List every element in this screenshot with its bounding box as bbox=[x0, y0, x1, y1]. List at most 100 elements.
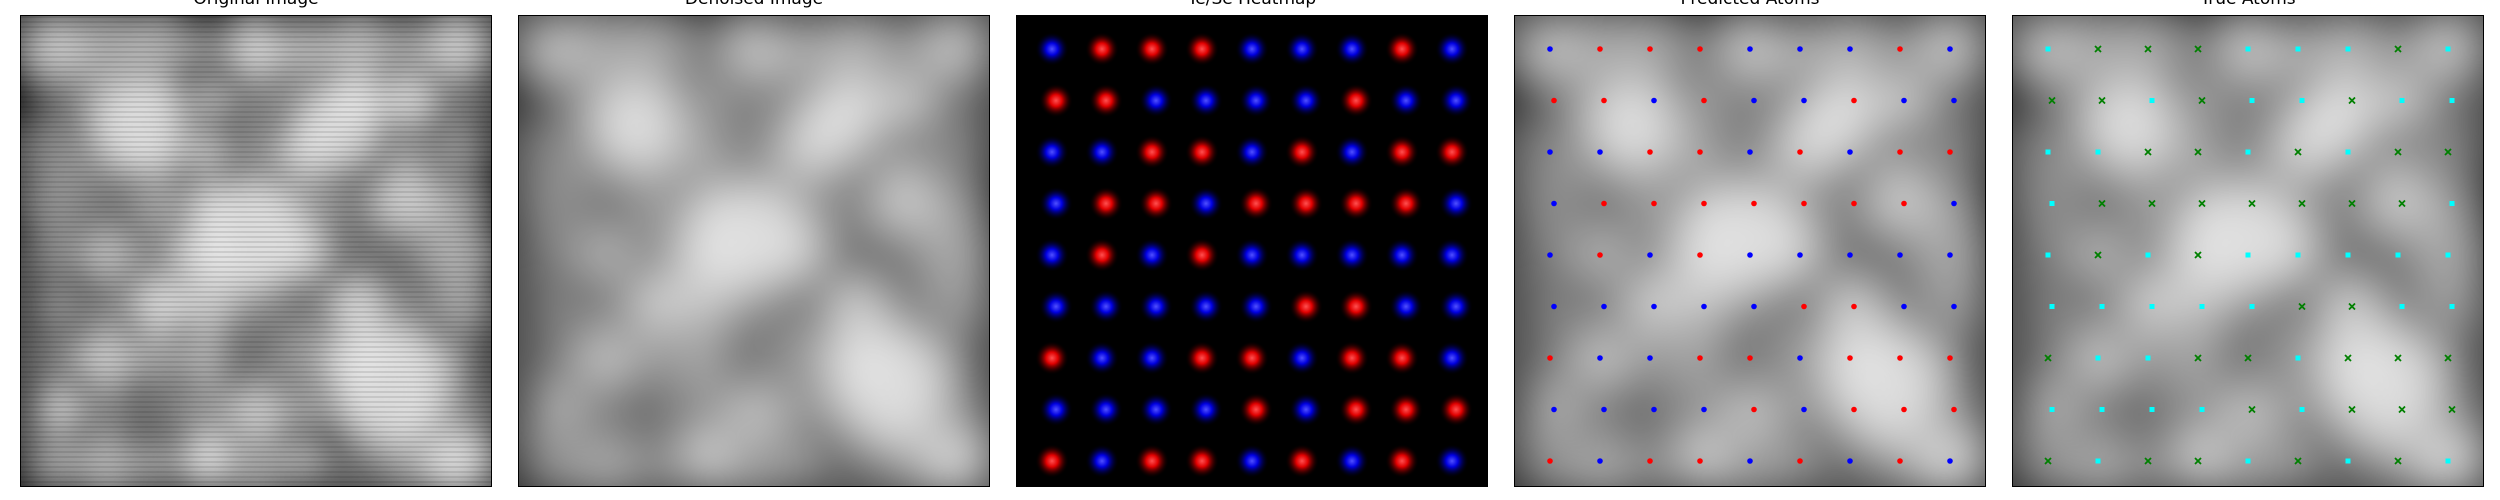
predicted-atom-se bbox=[1647, 355, 1653, 361]
heatmap-blob-te bbox=[1389, 392, 1423, 427]
true-atom-x bbox=[2394, 457, 2402, 465]
panel-title-heatmap: Te/Se Heatmap bbox=[1016, 0, 1488, 9]
true-atom-x bbox=[2194, 354, 2202, 362]
heatmap-blob-te bbox=[1185, 444, 1219, 478]
true-atom-x bbox=[2244, 354, 2252, 362]
predicted-atom-se bbox=[1551, 200, 1557, 207]
heatmap-blob-te bbox=[1385, 135, 1419, 169]
true-atom-x bbox=[2294, 148, 2302, 156]
predicted-atom-te bbox=[1697, 458, 1703, 464]
heatmap-blob-se bbox=[1089, 289, 1123, 324]
heatmap-blob-se bbox=[1235, 238, 1269, 272]
true-atom-square bbox=[2095, 355, 2101, 361]
heatmap-blob-se bbox=[1039, 392, 1073, 427]
heatmap-blob-te bbox=[1285, 135, 1319, 169]
true-atom-x bbox=[2194, 148, 2202, 156]
true-atom-x bbox=[2348, 199, 2356, 208]
true-atom-x bbox=[2194, 251, 2202, 259]
heatmap-blob-te bbox=[1339, 392, 1373, 427]
predicted-atom-se bbox=[1747, 458, 1753, 464]
true-atom-x bbox=[2348, 96, 2356, 105]
true-atom-x bbox=[2098, 199, 2106, 208]
heatmap-blob-se bbox=[1335, 32, 1369, 66]
true-atom-square bbox=[2345, 46, 2351, 52]
true-atom-x bbox=[2444, 354, 2452, 362]
panel-title-original: Original Image bbox=[20, 0, 492, 9]
heatmap-blob-te bbox=[1185, 135, 1219, 169]
true-atom-x bbox=[2098, 96, 2106, 105]
true-atom-x bbox=[2348, 302, 2356, 311]
true-atom-square bbox=[2345, 252, 2351, 258]
predicted-atom-se bbox=[1751, 303, 1757, 310]
predicted-atom-te bbox=[1847, 355, 1853, 361]
true-atom-x bbox=[2394, 45, 2402, 53]
true-atom-square bbox=[2295, 46, 2301, 52]
grayscale-texture bbox=[2013, 16, 2483, 486]
predicted-atom-te bbox=[1547, 458, 1553, 464]
predicted-atom-se bbox=[1747, 252, 1753, 258]
true-atom-square bbox=[2045, 46, 2051, 52]
predicted-atom-te bbox=[1897, 458, 1903, 464]
heatmap-blob-te bbox=[1035, 341, 1069, 375]
true-atom-x bbox=[2144, 148, 2152, 156]
predicted-atom-se bbox=[1947, 252, 1953, 258]
true-atom-square bbox=[2199, 304, 2205, 309]
heatmap-blob-se bbox=[1139, 392, 1173, 427]
heatmap-blob-te bbox=[1289, 186, 1323, 221]
heatmap-blob-se bbox=[1189, 392, 1223, 427]
heatmap-blob-te bbox=[1085, 32, 1119, 66]
heatmap-blob-te bbox=[1339, 289, 1373, 324]
heatmap-blob-te bbox=[1385, 32, 1419, 66]
true-atom-square bbox=[2449, 304, 2455, 309]
te-se-heatmap bbox=[1016, 15, 1488, 487]
heatmap-blob-te bbox=[1185, 341, 1219, 375]
true-atom-square bbox=[2245, 458, 2251, 464]
heatmap-blob-se bbox=[1189, 186, 1223, 221]
true-atom-square bbox=[2149, 407, 2155, 412]
predicted-atom-se bbox=[1751, 97, 1757, 104]
true-atom-x bbox=[2348, 405, 2356, 414]
panel-title-true: True Atoms bbox=[2012, 0, 2484, 9]
heatmap-blob-te bbox=[1039, 83, 1073, 118]
heatmap-blob-te bbox=[1185, 32, 1219, 66]
heatmap-blob-te bbox=[1389, 186, 1423, 221]
true-atom-x bbox=[2248, 405, 2256, 414]
heatmap-blob-te bbox=[1235, 341, 1269, 375]
heatmap-blob-te bbox=[1139, 186, 1173, 221]
heatmap-blob-se bbox=[1035, 32, 1069, 66]
true-atom-x bbox=[2398, 405, 2406, 414]
predicted-atom-se bbox=[1797, 355, 1803, 361]
true-atom-square bbox=[2395, 252, 2401, 258]
heatmap-blob-se bbox=[1439, 289, 1473, 324]
predicted-atom-te bbox=[1897, 46, 1903, 52]
predicted-atom-te bbox=[1801, 200, 1807, 207]
predicted-atom-te bbox=[1851, 406, 1857, 413]
predicted-atom-se bbox=[1801, 97, 1807, 104]
true-atoms-canvas bbox=[2013, 16, 2483, 486]
heatmap-blob-te bbox=[1135, 32, 1169, 66]
true-atom-square bbox=[2049, 201, 2055, 206]
heatmap-blob-te bbox=[1385, 444, 1419, 478]
predicted-atom-se bbox=[1647, 252, 1653, 258]
predicted-atom-se bbox=[1551, 303, 1557, 310]
predicted-atom-se bbox=[1651, 303, 1657, 310]
predicted-atoms-canvas bbox=[1515, 16, 1985, 486]
predicted-atom-se bbox=[1897, 252, 1903, 258]
predicted-atom-se bbox=[1651, 97, 1657, 104]
heatmap-blob-se bbox=[1085, 444, 1119, 478]
predicted-atom-se bbox=[1547, 149, 1553, 155]
predicted-atom-te bbox=[1701, 97, 1707, 104]
true-atom-square bbox=[2445, 252, 2451, 258]
heatmap-blob-se bbox=[1085, 341, 1119, 375]
heatmap-blob-te bbox=[1085, 238, 1119, 272]
heatmap-blob-te bbox=[1285, 444, 1319, 478]
predicted-atom-te bbox=[1601, 200, 1607, 207]
predicted-atom-te bbox=[1647, 46, 1653, 52]
heatmap-blob-te bbox=[1289, 289, 1323, 324]
true-atom-x bbox=[2094, 45, 2102, 53]
heatmap-blob-te bbox=[1435, 135, 1469, 169]
original-image-canvas bbox=[21, 16, 491, 486]
true-atom-square bbox=[2095, 458, 2101, 464]
predicted-atom-se bbox=[1847, 149, 1853, 155]
panel-title-predicted: Predicted Atoms bbox=[1514, 0, 1986, 9]
